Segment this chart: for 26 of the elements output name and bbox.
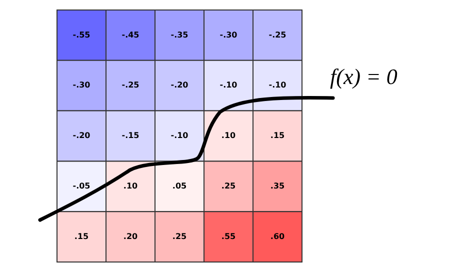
data-label: -.20 [72, 131, 91, 140]
data-label: -.10 [268, 80, 287, 90]
data-label: -.10 [220, 80, 238, 90]
data-label: -.30 [220, 30, 238, 40]
data-label: .25 [221, 181, 236, 190]
data-label: .10 [221, 131, 236, 140]
data-label: -.30 [72, 80, 91, 90]
data-label: -.25 [122, 80, 140, 90]
data-label: .15 [270, 131, 286, 140]
data-label: -.35 [170, 30, 189, 40]
data-label: -.05 [72, 181, 91, 190]
data-label: .55 [221, 232, 236, 241]
data-label: .15 [74, 232, 90, 241]
data-label: .25 [172, 232, 188, 241]
data-label: .10 [123, 181, 138, 190]
data-label: -.25 [268, 30, 287, 40]
data-label: -.45 [122, 30, 140, 40]
data-label: .35 [270, 181, 286, 190]
data-label: -.20 [170, 80, 189, 90]
data-label: -.55 [72, 30, 91, 40]
text: f(x) = 0 [330, 64, 398, 90]
data-label: .05 [172, 181, 188, 190]
data-label: .20 [123, 232, 138, 241]
data-label: -.10 [170, 131, 189, 140]
data-label: .60 [270, 232, 286, 241]
data-label: -.15 [122, 131, 140, 140]
